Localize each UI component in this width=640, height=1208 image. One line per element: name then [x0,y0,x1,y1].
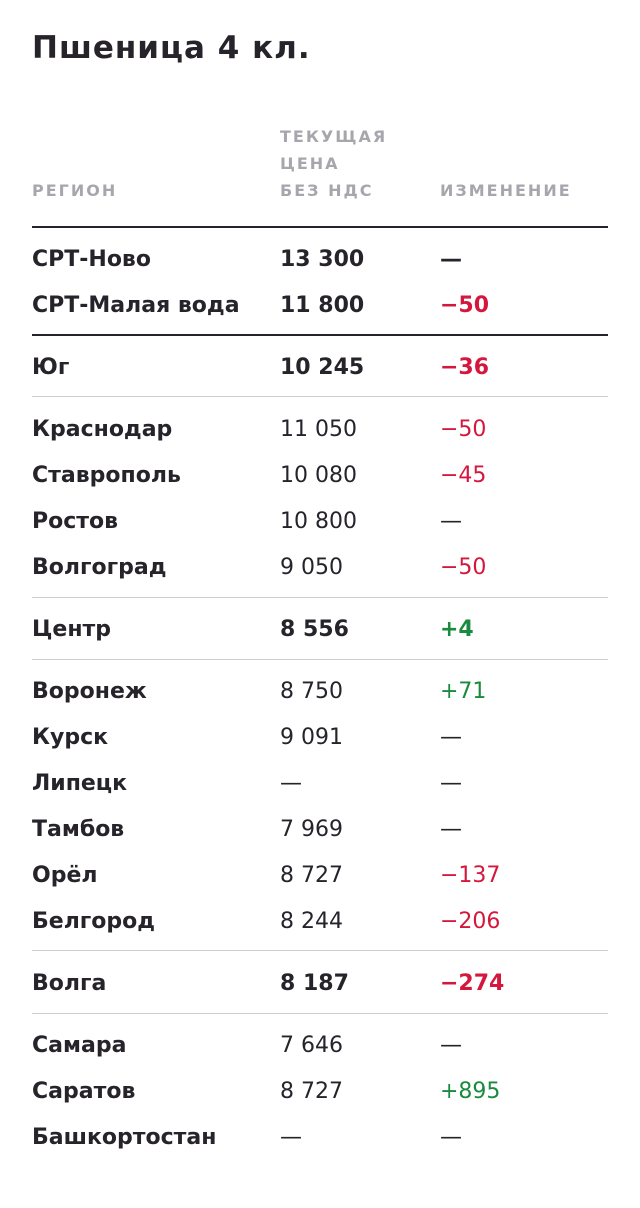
row-change: −274 [440,971,505,996]
section-divider [32,334,608,336]
table-row: Волга 8 187 −274 [32,961,608,1007]
table-row: Курск 9 091 — [32,715,608,761]
row-price: 8 187 [280,971,349,996]
table-row: Липецк — — [32,761,608,807]
row-price: 9 091 [280,725,343,750]
row-region: Воронеж [32,679,147,704]
row-change: −137 [440,863,501,888]
table-row: Самара 7 646 — [32,1023,608,1069]
row-change: −50 [440,293,490,318]
header-region: РЕГИОН [32,181,118,200]
row-change: — [440,247,462,272]
row-region: Центр [32,617,112,642]
row-region: Самара [32,1033,127,1058]
table-row: Саратов 8 727 +895 [32,1069,608,1115]
row-change: +895 [440,1079,501,1104]
table-row: Волгоград 9 050 −50 [32,545,608,591]
row-region: Волга [32,971,107,996]
table-row: Центр 8 556 +4 [32,607,608,653]
section-divider [32,396,608,397]
row-change: −45 [440,463,487,488]
row-change: −36 [440,355,490,380]
row-region: Краснодар [32,417,173,442]
table-row: Юг 10 245 −36 [32,345,608,391]
header-price: ТЕКУЩАЯ ЦЕНА БЕЗ НДС [280,123,420,204]
table-row: Белгород 8 244 −206 [32,899,608,945]
row-change: — [440,1033,462,1058]
row-region: СРТ-Ново [32,247,151,272]
table-row: Ставрополь 10 080 −45 [32,453,608,499]
section-divider [32,950,608,951]
table-row: Воронеж 8 750 +71 [32,669,608,715]
row-change: — [440,817,462,842]
row-change: +4 [440,617,474,642]
row-price: — [280,771,302,796]
row-change: — [440,1125,462,1150]
row-price: 10 080 [280,463,357,488]
row-region: Белгород [32,909,156,934]
row-price: 8 244 [280,909,343,934]
row-region: Ставрополь [32,463,181,488]
row-change: +71 [440,679,487,704]
row-price: 7 969 [280,817,343,842]
row-region: Башкортостан [32,1125,217,1150]
header-price-line3: БЕЗ НДС [280,181,374,200]
table-row: СРТ-Ново 13 300 — [32,237,608,283]
header-divider [32,226,608,228]
section-divider [32,659,608,660]
row-change: −50 [440,555,487,580]
row-change: −206 [440,909,501,934]
row-region: Тамбов [32,817,125,842]
row-price: 8 750 [280,679,343,704]
table-row: СРТ-Малая вода 11 800 −50 [32,283,608,329]
row-change: −50 [440,417,487,442]
page-title: Пшеница 4 кл. [32,30,311,66]
row-price: 11 050 [280,417,357,442]
row-price: 8 727 [280,863,343,888]
row-price: 9 050 [280,555,343,580]
table-row: Ростов 10 800 — [32,499,608,545]
row-region: Юг [32,355,70,380]
row-change: — [440,509,462,534]
row-price: 13 300 [280,247,365,272]
row-region: Волгоград [32,555,167,580]
row-region: Ростов [32,509,119,534]
row-price: 11 800 [280,293,365,318]
row-region: Липецк [32,771,128,796]
header-change: ИЗМЕНЕНИЕ [440,181,572,200]
row-price: 8 727 [280,1079,343,1104]
table-row: Орёл 8 727 −137 [32,853,608,899]
row-price: 7 646 [280,1033,343,1058]
row-region: Саратов [32,1079,136,1104]
table-row: Башкортостан — — [32,1115,608,1161]
row-region: Орёл [32,863,98,888]
section-divider [32,597,608,598]
table-header: РЕГИОН ТЕКУЩАЯ ЦЕНА БЕЗ НДС ИЗМЕНЕНИЕ [32,124,608,204]
header-price-line1: ТЕКУЩАЯ [280,127,388,146]
row-region: СРТ-Малая вода [32,293,240,318]
row-price: 10 245 [280,355,365,380]
row-change: — [440,771,462,796]
row-region: Курск [32,725,109,750]
header-price-line2: ЦЕНА [280,154,340,173]
section-divider [32,1013,608,1014]
table-row: Тамбов 7 969 — [32,807,608,853]
row-price: — [280,1125,302,1150]
row-change: — [440,725,462,750]
table-row: Краснодар 11 050 −50 [32,407,608,453]
row-price: 10 800 [280,509,357,534]
row-price: 8 556 [280,617,349,642]
